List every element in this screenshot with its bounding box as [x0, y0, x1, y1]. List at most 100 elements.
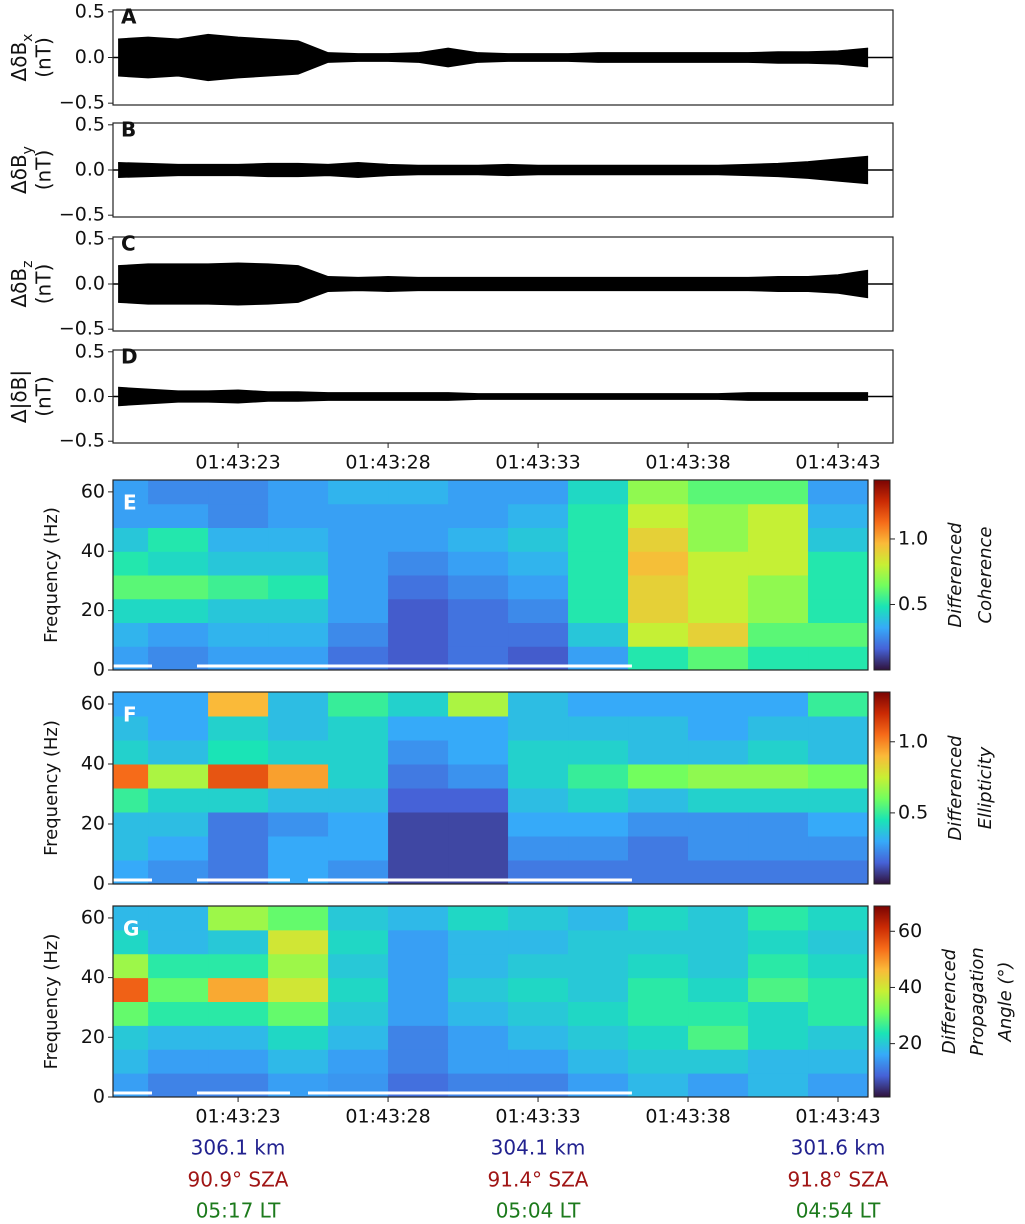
heatmap-cell [268, 1001, 329, 1026]
heatmap-cell [628, 929, 689, 955]
heatmap-cell [688, 812, 749, 837]
heatmap-cell [268, 977, 329, 1002]
y-tick-label: 0.0 [75, 159, 105, 181]
y-axis-label-unit: (nT) [32, 376, 56, 417]
heatmap-cell [328, 740, 389, 765]
heatmap-cell [628, 764, 689, 789]
heatmap-cell [808, 1025, 868, 1050]
heatmap-cell [808, 1073, 868, 1097]
panel-label: G [123, 917, 139, 941]
heatmap-cell [448, 929, 509, 955]
y-tick-label: 60 [81, 480, 105, 502]
heatmap-cell [113, 716, 149, 741]
heatmap-cell [628, 860, 689, 884]
heatmap-cell [568, 1025, 629, 1050]
colorbar-tick-label: 20 [898, 1032, 922, 1054]
y-axis-label-main: ΔδB [7, 268, 31, 308]
footer-text: 304.1 km [491, 1136, 586, 1160]
heatmap-cell [208, 1001, 269, 1026]
heatmap-cell [208, 1025, 269, 1050]
heatmap-cell [448, 551, 509, 576]
heatmap-cell [328, 527, 389, 552]
heatmap [113, 480, 868, 670]
y-tick-label: −0.5 [59, 92, 105, 114]
envelope-lower [118, 398, 869, 407]
y-tick-label: 20 [81, 1026, 105, 1048]
envelope-upper [118, 386, 869, 395]
heatmap-cell [268, 953, 329, 979]
heatmap-cell [688, 1025, 749, 1050]
heatmap-cell [328, 906, 389, 931]
heatmap-cell [568, 575, 629, 600]
heatmap-cell [388, 953, 449, 979]
heatmap-cell [628, 1073, 689, 1097]
heatmap-cell [268, 788, 329, 813]
heatmap-cell [148, 646, 209, 670]
heatmap-cell [448, 740, 509, 765]
heatmap-cell [268, 836, 329, 861]
panel-label: A [121, 5, 137, 29]
heatmap-cell [388, 836, 449, 861]
y-axis-label-sub: x [20, 34, 36, 42]
heatmap-cell [388, 740, 449, 765]
heatmap-cell [448, 480, 509, 505]
heatmap-cell [388, 527, 449, 552]
heatmap-cell [148, 480, 209, 505]
heatmap-cell [148, 788, 209, 813]
heatmap-cell [268, 1073, 329, 1097]
x-tick-label: 01:43:43 [795, 1106, 880, 1128]
heatmap-cell [808, 598, 868, 623]
heatmap-cell [628, 480, 689, 505]
heatmap-cell [268, 812, 329, 837]
colorbar [873, 691, 891, 885]
axes-frame [112, 479, 869, 671]
heatmap-cell [508, 551, 569, 576]
heatmap-cell [688, 646, 749, 670]
heatmap-cell [808, 1049, 868, 1074]
heatmap-cell [113, 836, 149, 861]
y-axis-label: Frequency (Hz) [41, 934, 62, 1070]
colorbar-tick-label: 0.5 [898, 801, 928, 823]
x-tick-label: 01:43:28 [345, 452, 430, 474]
heatmap-cell [113, 622, 149, 647]
colorbar-tick-label: 1.0 [898, 730, 928, 752]
heatmap-cell [113, 740, 149, 765]
heatmap-cell [148, 692, 209, 717]
heatmap-cell [268, 575, 329, 600]
colorbar-tick-label: 40 [898, 976, 922, 998]
heatmap-cell [508, 953, 569, 979]
heatmap-cell [448, 716, 509, 741]
heatmap-cell [388, 812, 449, 837]
heatmap-cell [328, 575, 389, 600]
heatmap-cell [328, 977, 389, 1002]
heatmap-cell [448, 503, 509, 528]
heatmap-cell [208, 503, 269, 528]
footer-text: 04:54 LT [796, 1199, 881, 1223]
heatmap-cell [808, 622, 868, 647]
heatmap-cell [628, 692, 689, 717]
heatmap-cell [808, 906, 868, 931]
heatmap-cell [328, 716, 389, 741]
heatmap-cell [328, 1073, 389, 1097]
heatmap-cell [148, 1025, 209, 1050]
heatmap-cell [688, 575, 749, 600]
y-tick-label: 0.5 [75, 340, 105, 362]
heatmap-cell [508, 740, 569, 765]
heatmap-cell [688, 764, 749, 789]
heatmap-cell [448, 1025, 509, 1050]
heatmap-cell [748, 977, 809, 1002]
y-tick-label: 60 [81, 906, 105, 928]
heatmap-cell [148, 551, 209, 576]
heatmap-cell [113, 977, 149, 1002]
heatmap-cell [628, 788, 689, 813]
heatmap-cell [808, 764, 868, 789]
colorbar-tick-label: 60 [898, 920, 922, 942]
heatmap-cell [568, 812, 629, 837]
heatmap-cell [388, 575, 449, 600]
heatmap-cell [328, 503, 389, 528]
envelope-lower [118, 60, 869, 82]
y-axis-label-unit: (nT) [32, 37, 56, 78]
heatmap-cell [268, 1025, 329, 1050]
heatmap-cell [268, 551, 329, 576]
